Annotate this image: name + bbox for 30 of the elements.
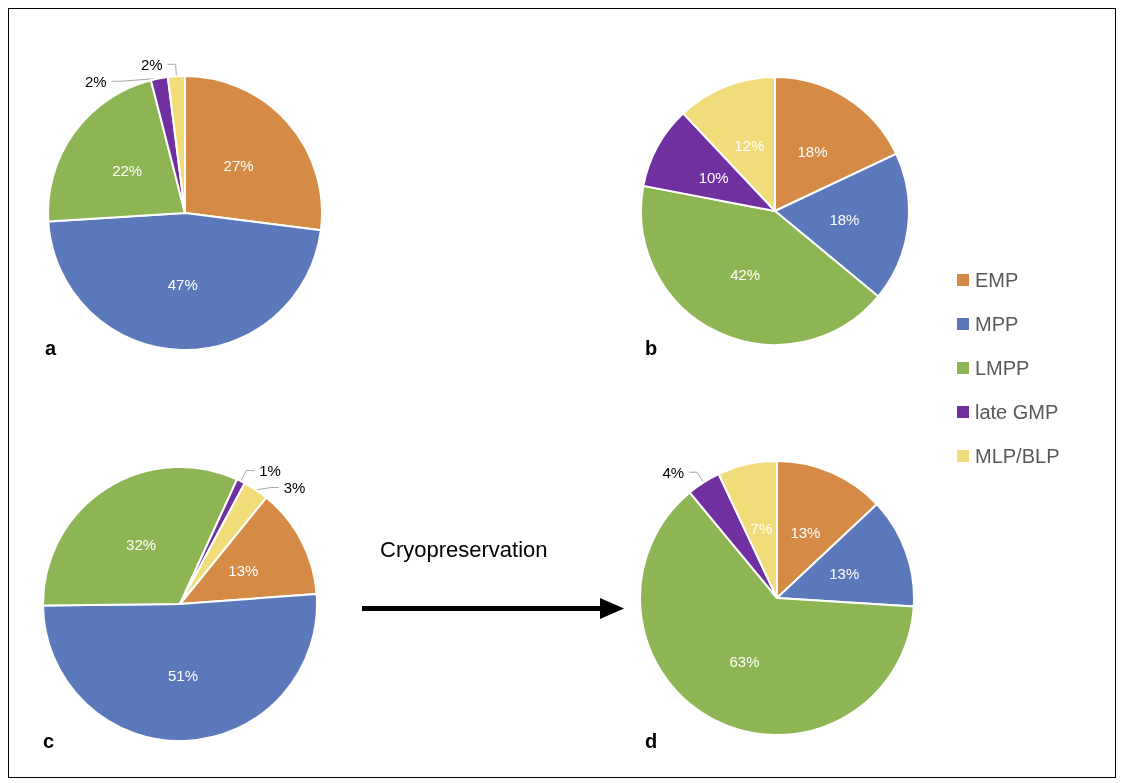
text: Cryopreservation bbox=[380, 536, 548, 562]
text: a bbox=[45, 337, 57, 359]
data-label: 18% bbox=[797, 143, 828, 161]
legend-label: EMP bbox=[975, 269, 1019, 291]
data-label: 13% bbox=[790, 523, 821, 541]
data-label: 27% bbox=[223, 157, 254, 175]
text: c bbox=[43, 730, 55, 752]
data-label: 10% bbox=[698, 168, 729, 186]
data-label: 51% bbox=[167, 666, 199, 684]
data-label: 13% bbox=[228, 562, 259, 580]
data-label: 7% bbox=[750, 519, 773, 537]
text: d bbox=[645, 730, 658, 752]
data-label: 63% bbox=[729, 653, 760, 671]
legend-label: MPP bbox=[975, 313, 1019, 335]
data-label: 4% bbox=[662, 463, 685, 481]
legend-label: late GMP bbox=[975, 401, 1059, 423]
data-label: 1% bbox=[259, 462, 281, 480]
data-label: 42% bbox=[730, 265, 761, 283]
legend-label: LMPP bbox=[975, 357, 1030, 379]
data-label: 12% bbox=[734, 137, 765, 155]
data-label: 47% bbox=[167, 275, 198, 293]
data-label: 13% bbox=[829, 565, 860, 583]
text: b bbox=[645, 337, 658, 359]
data-label: 3% bbox=[283, 479, 306, 497]
data-label: 22% bbox=[112, 162, 143, 180]
legend-label: MLP/BLP bbox=[975, 445, 1060, 467]
data-label: 32% bbox=[126, 535, 157, 553]
data-label: 2% bbox=[140, 55, 163, 73]
data-label: 18% bbox=[829, 211, 860, 229]
data-label: 2% bbox=[84, 72, 107, 90]
